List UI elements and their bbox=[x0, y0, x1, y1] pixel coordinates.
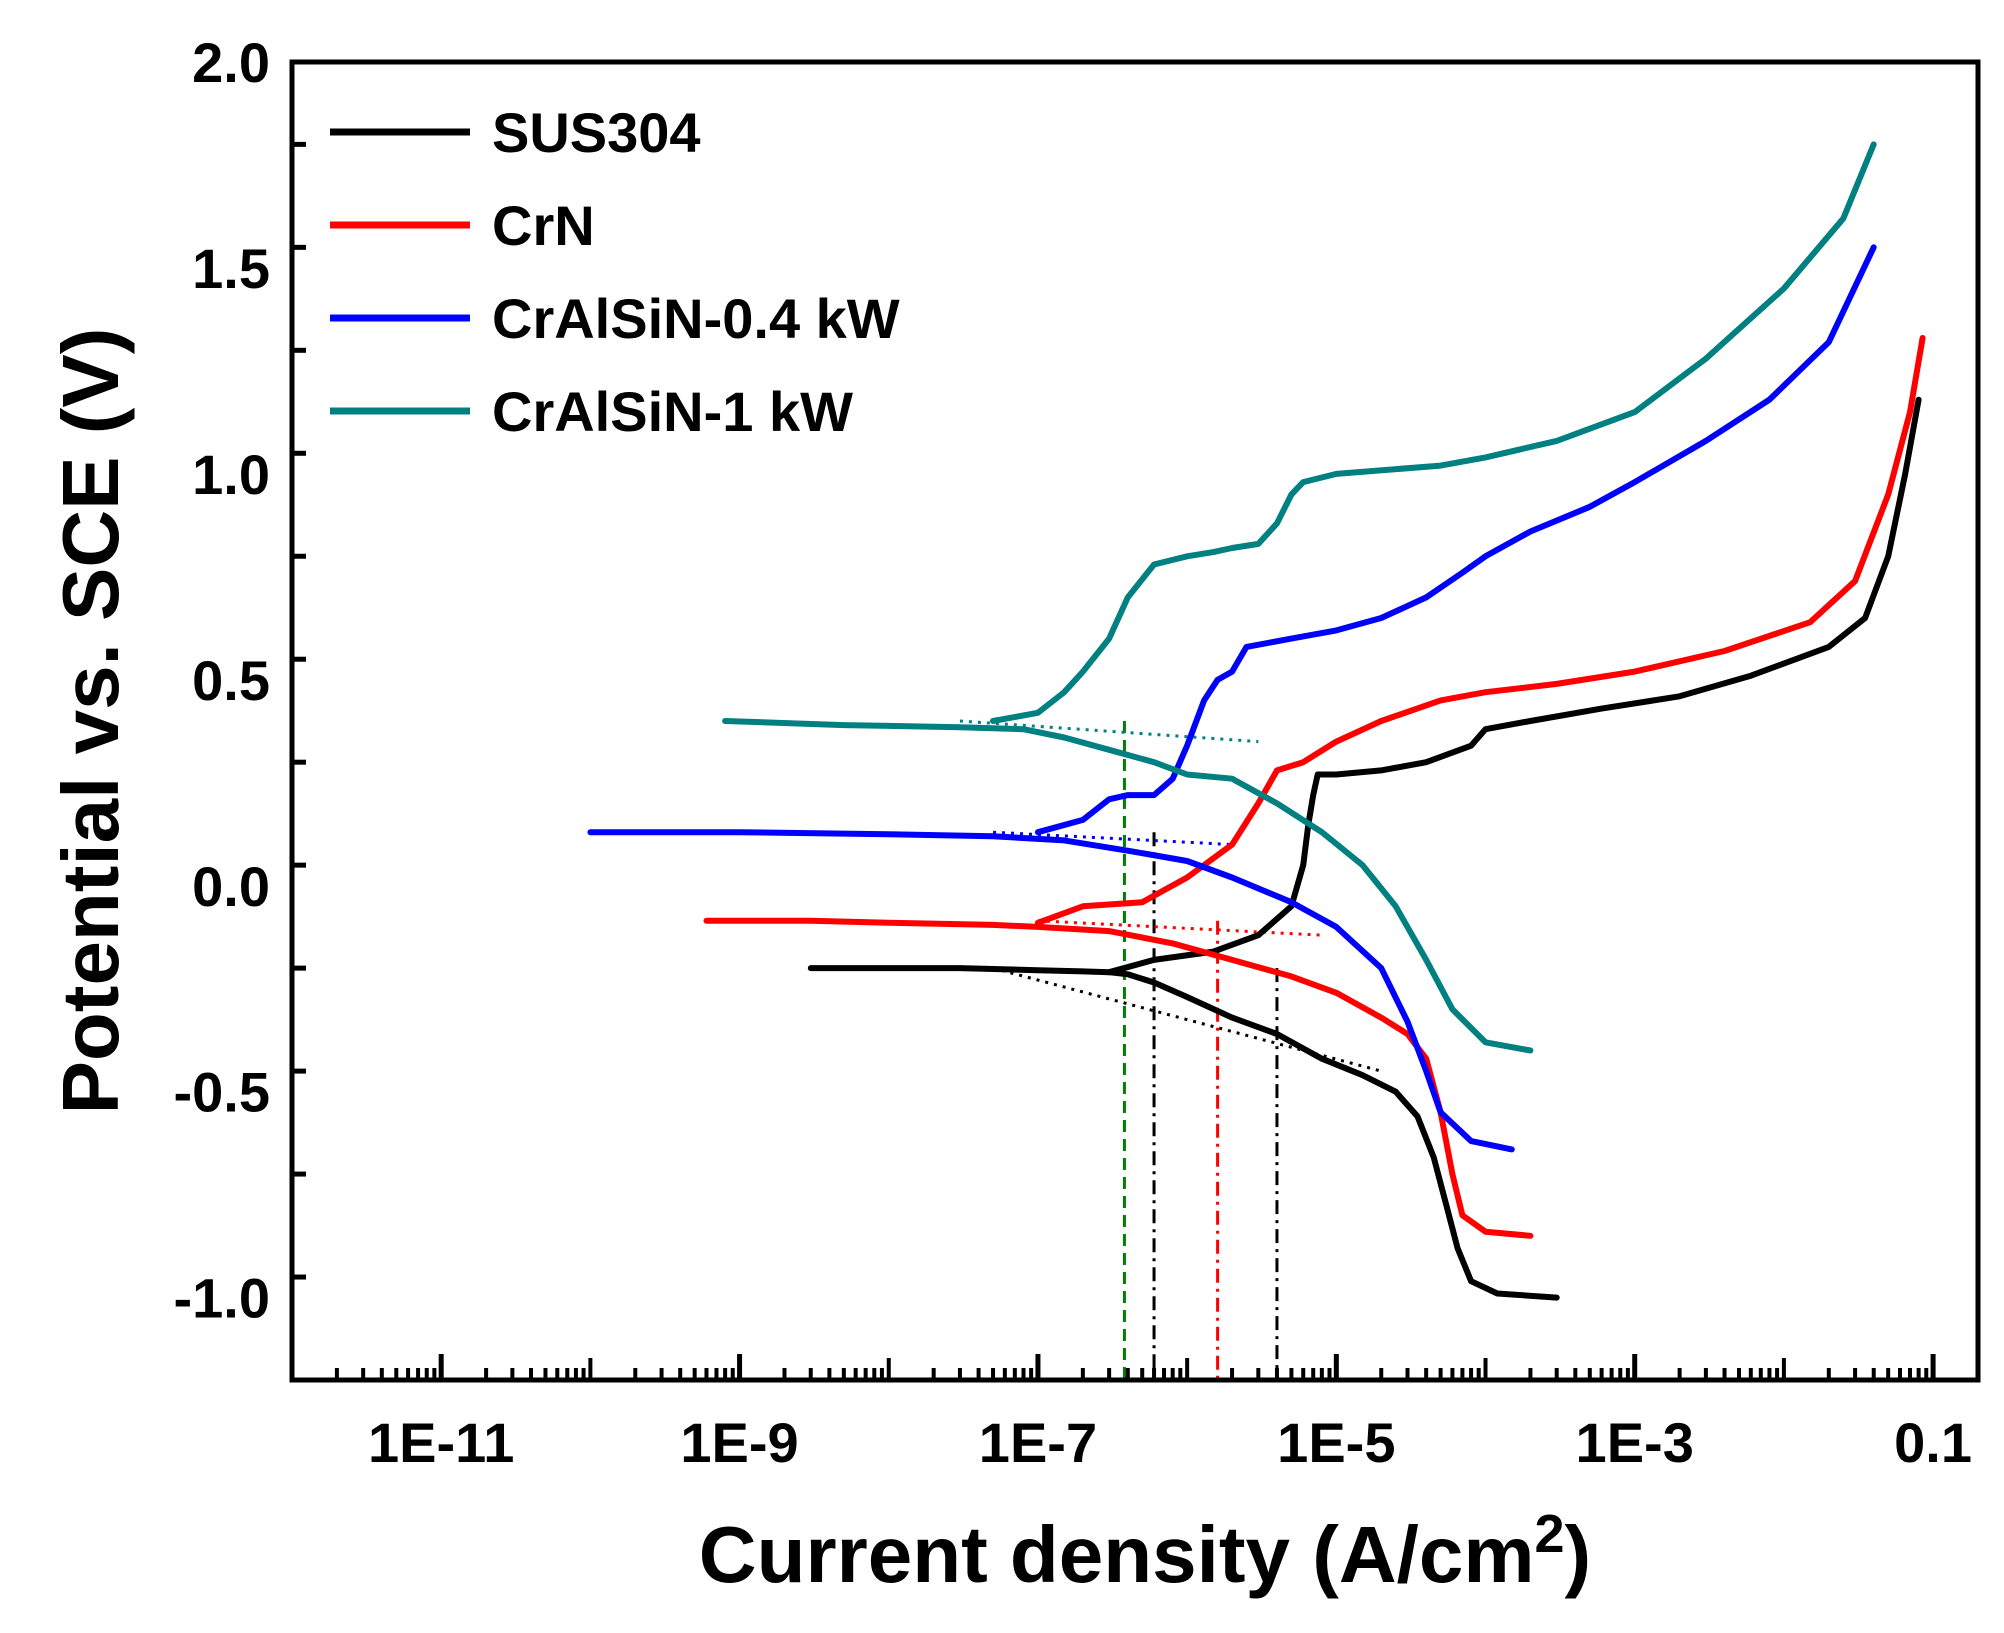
legend-label: CrAlSiN-0.4 kW bbox=[492, 287, 900, 350]
y-tick-label: 0.5 bbox=[192, 649, 270, 712]
x-tick-label: 1E-3 bbox=[1576, 1411, 1694, 1474]
x-tick-label: 0.1 bbox=[1894, 1411, 1972, 1474]
x-axis-title-end: ) bbox=[1565, 1510, 1592, 1599]
tafel-fit-line bbox=[992, 830, 1233, 847]
series-cralsin-0-4-kw-anodic bbox=[1034, 244, 1877, 836]
x-tick-label: 1E-9 bbox=[680, 1411, 798, 1474]
legend-label: SUS304 bbox=[492, 101, 701, 164]
y-tick-label: -1.0 bbox=[174, 1267, 271, 1330]
series-sus304-anodic bbox=[1106, 396, 1922, 976]
tafel-fit-line bbox=[992, 966, 1382, 1073]
series-layer bbox=[587, 141, 1926, 1301]
y-tick-label: -0.5 bbox=[174, 1061, 271, 1124]
y-tick-label: 1.0 bbox=[192, 443, 270, 506]
series-cralsin-1-kw-anodic bbox=[990, 141, 1877, 724]
y-tick-label: 0.0 bbox=[192, 855, 270, 918]
tafel-marker-layer bbox=[959, 719, 1382, 1380]
tick-layer: 1E-11 1E-9 1E-7 1E-5 1E-3 0.1 -1.0 -0.5 0.0 0.5 1.… bbox=[174, 31, 1980, 1474]
y-tick-label: 2.0 bbox=[192, 31, 270, 94]
x-tick-label: 1E-7 bbox=[979, 1411, 1097, 1474]
x-axis-title-main: Current density (A/cm bbox=[699, 1510, 1535, 1599]
x-tick-label: 1E-11 bbox=[368, 1411, 514, 1474]
legend-label: CrAlSiN-1 kW bbox=[492, 380, 853, 443]
y-axis-title: Potential vs. SCE (V) bbox=[46, 328, 135, 1115]
series-cralsin-0-4-kw-cathodic bbox=[587, 829, 1515, 1153]
legend: SUS304 CrN CrAlSiN-0.4 kW CrAlSiN-1 kW bbox=[330, 101, 900, 443]
series-cralsin-1-kw-cathodic bbox=[722, 718, 1534, 1054]
series-crn-cathodic bbox=[703, 917, 1534, 1239]
x-axis-title: Current density (A/cm2) bbox=[699, 1504, 1591, 1599]
x-tick-label: 1E-5 bbox=[1277, 1411, 1395, 1474]
y-tick-label: 1.5 bbox=[192, 237, 270, 300]
tafel-fit-line bbox=[1037, 919, 1322, 937]
legend-label: CrN bbox=[492, 194, 595, 257]
plot-frame bbox=[289, 59, 1981, 1383]
x-axis-title-sup: 2 bbox=[1535, 1504, 1565, 1564]
series-crn-anodic bbox=[1034, 335, 1926, 926]
series-sus304-cathodic bbox=[807, 965, 1560, 1301]
